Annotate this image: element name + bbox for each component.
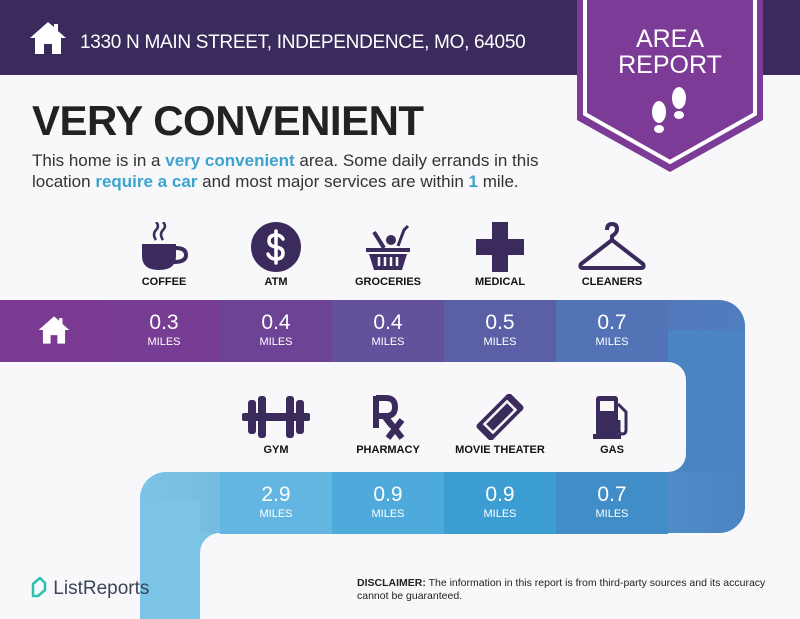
distance-movie-theater: 0.9 MILES: [444, 472, 556, 534]
inner-cutout: [0, 362, 686, 472]
distance-gas: 0.7 MILES: [556, 472, 668, 534]
page-title: VERY CONVENIENT: [32, 97, 424, 144]
amenity-medical: MEDICAL: [444, 222, 556, 289]
hanger-icon: [578, 222, 646, 270]
ticket-icon: [476, 394, 524, 440]
atm-icon: [251, 222, 301, 272]
listreports-logo-icon: [31, 576, 47, 598]
gas-pump-icon: [593, 396, 628, 439]
distance-medical: 0.5 MILES: [444, 300, 556, 362]
dumbbell-icon: [242, 396, 310, 438]
coffee-icon: [142, 222, 189, 270]
amenity-atm: ATM: [220, 222, 332, 289]
badge-line-1: AREA: [635, 25, 705, 53]
path-band-left: [140, 500, 200, 619]
home-icon: [30, 22, 66, 54]
amenity-movie-theater: MOVIE THEATER: [444, 394, 556, 457]
area-report-badge: [577, 0, 763, 172]
amenity-groceries: GROCERIES: [332, 222, 444, 289]
distance-atm: 0.4 MILES: [220, 300, 332, 362]
groceries-icon: [366, 224, 410, 270]
distance-pharmacy: 0.9 MILES: [332, 472, 444, 534]
amenity-pharmacy: PHARMACY: [332, 394, 444, 457]
medical-icon: [476, 222, 524, 272]
distance-gym: 2.9 MILES: [220, 472, 332, 534]
distance-coffee: 0.3 MILES: [108, 300, 220, 362]
distance-cleaners: 0.7 MILES: [556, 300, 668, 362]
listreports-logo: ListReports: [30, 576, 149, 600]
home-icon: [38, 316, 70, 344]
amenity-coffee: COFFEE: [108, 222, 220, 289]
footprints-icon: [652, 87, 686, 133]
amenity-gym: GYM: [220, 394, 332, 457]
address: 1330 N MAIN STREET, INDEPENDENCE, MO, 64…: [80, 32, 526, 53]
badge-line-2: REPORT: [618, 51, 722, 79]
rx-icon: [373, 395, 405, 440]
distance-groceries: 0.4 MILES: [332, 300, 444, 362]
amenity-cleaners: CLEANERS: [556, 222, 668, 289]
summary-text: This home is in a very convenient area. …: [32, 151, 539, 191]
amenity-gas: GAS: [556, 394, 668, 457]
disclaimer: DISCLAIMER: The information in this repo…: [357, 577, 766, 602]
